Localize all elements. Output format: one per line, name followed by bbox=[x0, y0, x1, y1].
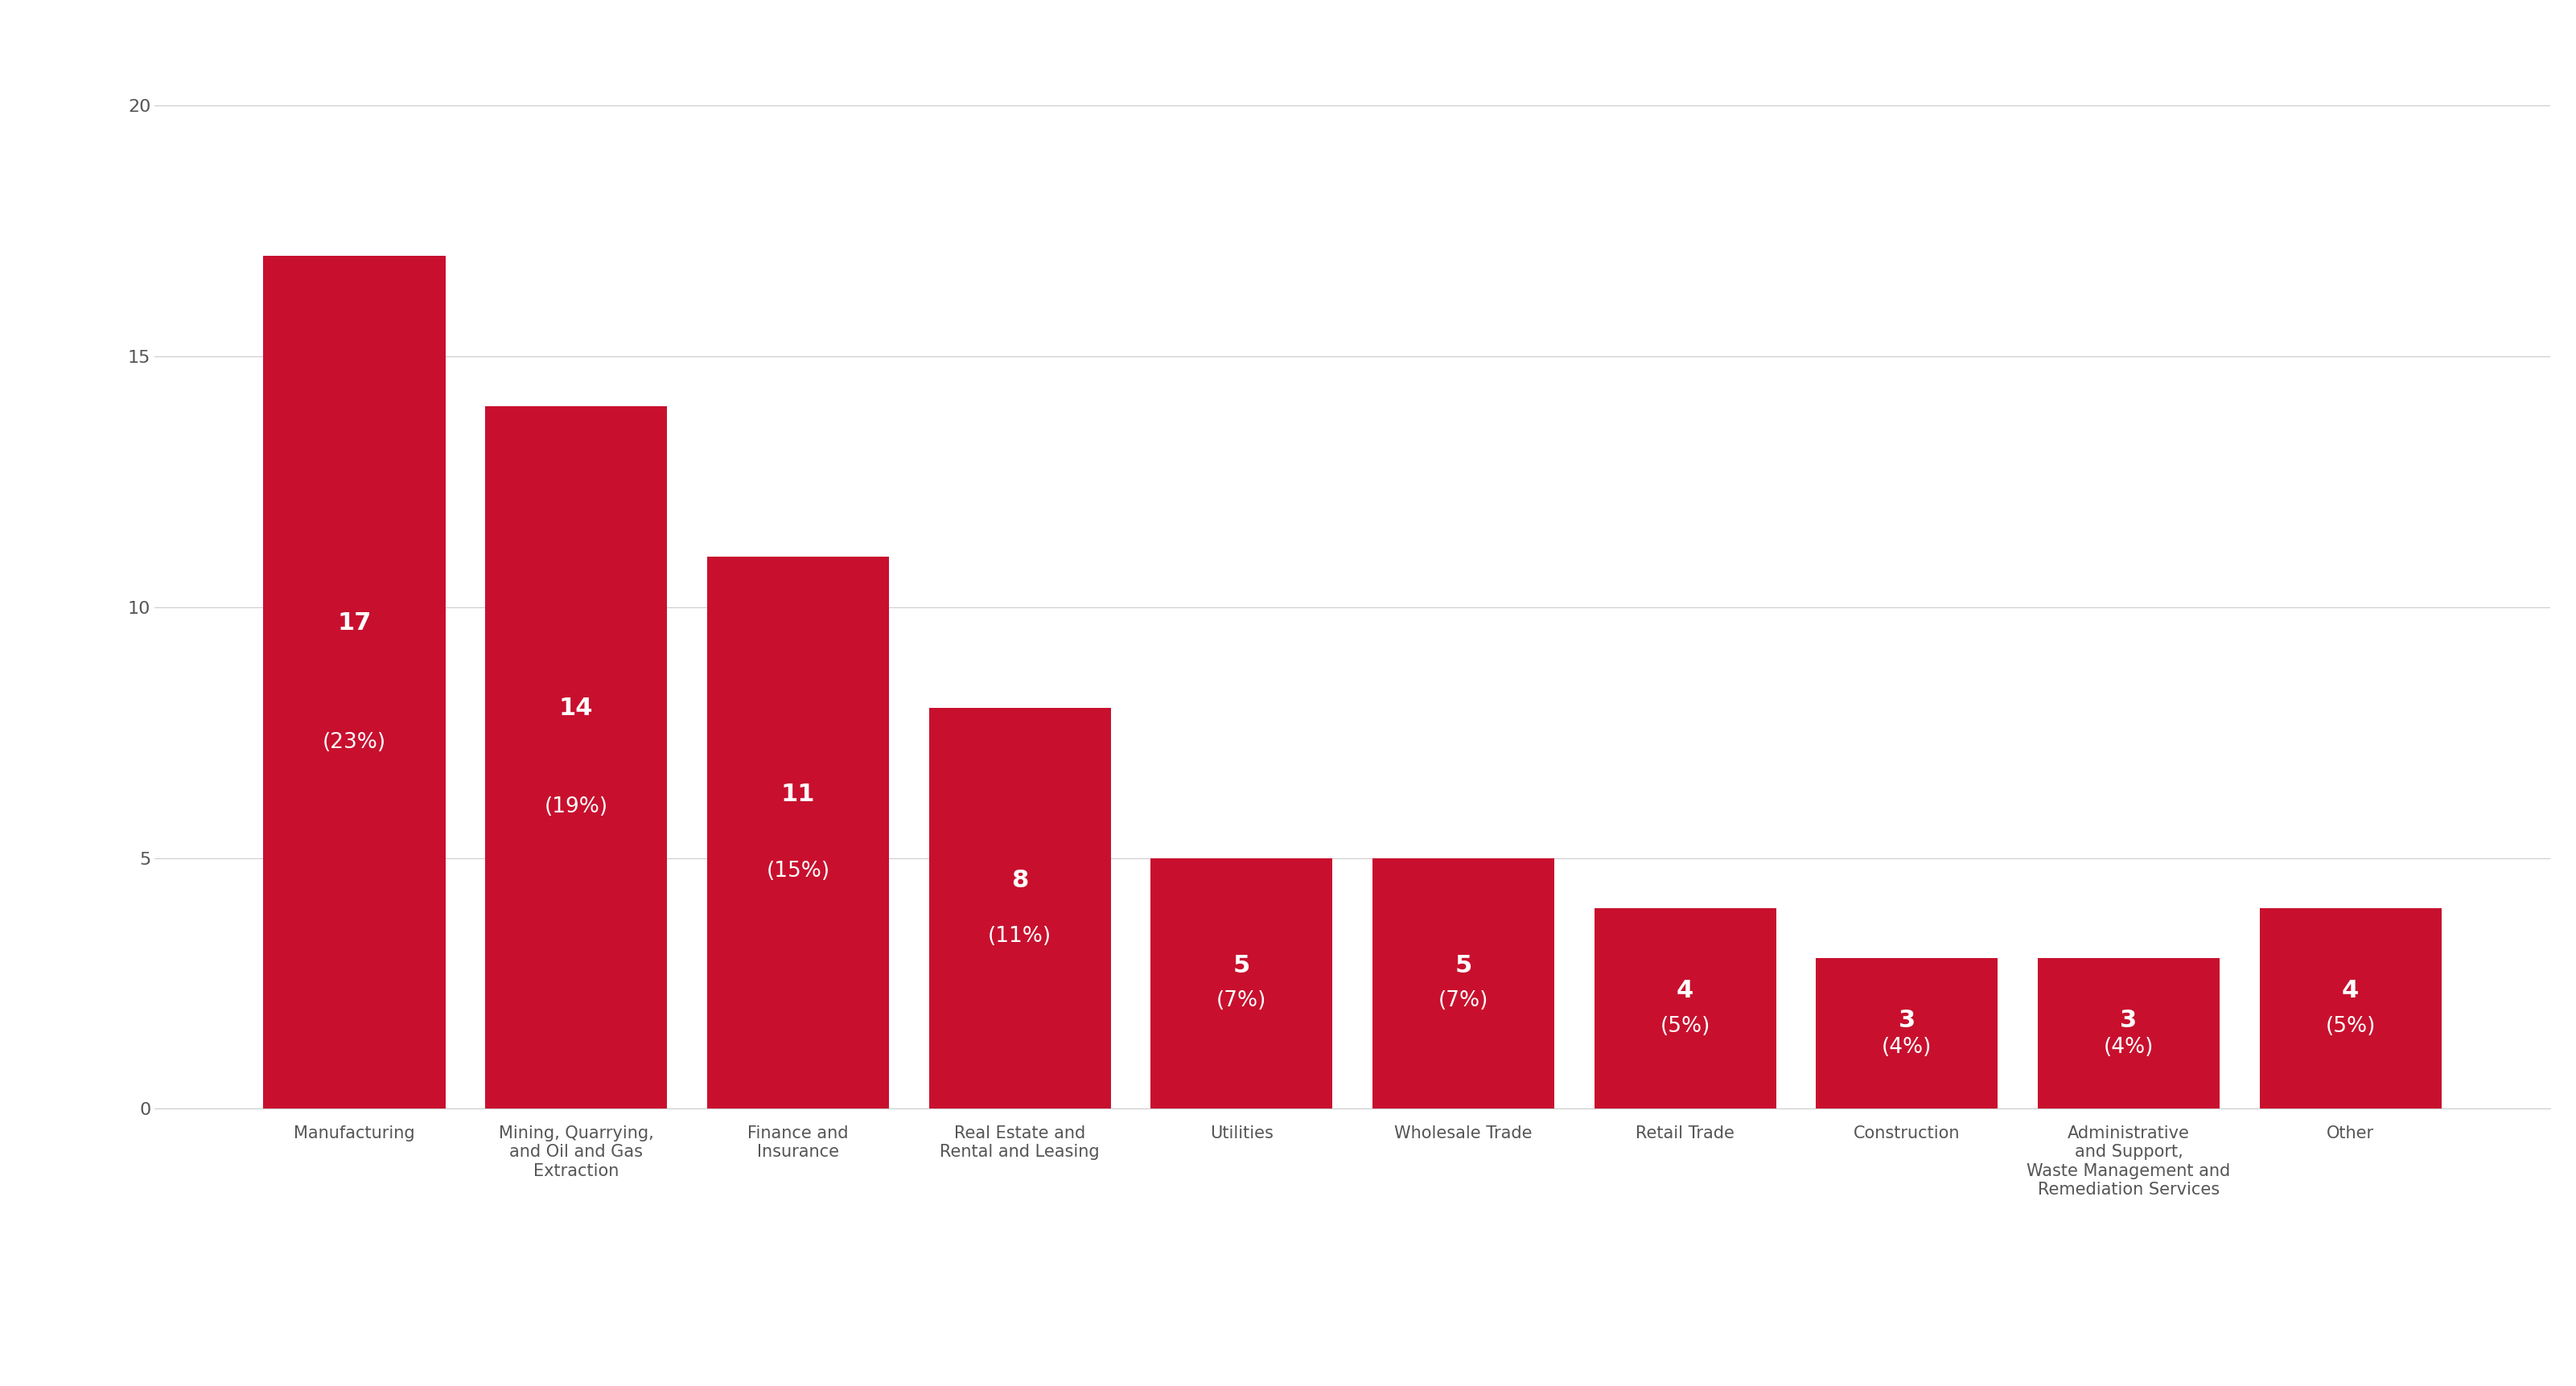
Text: 5: 5 bbox=[1455, 954, 1471, 977]
Bar bbox=[706, 557, 889, 1109]
Bar bbox=[930, 707, 1110, 1109]
Text: (7%): (7%) bbox=[1216, 991, 1267, 1012]
Bar bbox=[1151, 858, 1332, 1109]
Text: 3: 3 bbox=[2120, 1009, 2138, 1031]
Text: (4%): (4%) bbox=[2105, 1037, 2154, 1058]
Text: 11: 11 bbox=[781, 783, 814, 807]
Text: (23%): (23%) bbox=[322, 732, 386, 753]
Text: (19%): (19%) bbox=[544, 797, 608, 818]
Bar bbox=[2038, 958, 2221, 1109]
Text: (15%): (15%) bbox=[765, 861, 829, 881]
Text: 4: 4 bbox=[1677, 979, 1692, 1002]
Text: 5: 5 bbox=[1234, 954, 1249, 977]
Bar bbox=[1595, 908, 1775, 1109]
Bar bbox=[2259, 908, 2442, 1109]
Bar bbox=[484, 406, 667, 1109]
Text: (5%): (5%) bbox=[1659, 1016, 1710, 1037]
Bar bbox=[1373, 858, 1553, 1109]
Text: (5%): (5%) bbox=[2326, 1016, 2375, 1037]
Text: 8: 8 bbox=[1012, 869, 1028, 891]
Text: (11%): (11%) bbox=[989, 926, 1051, 947]
Bar bbox=[1816, 958, 1999, 1109]
Bar bbox=[263, 256, 446, 1109]
Text: 4: 4 bbox=[2342, 979, 2360, 1002]
Text: 3: 3 bbox=[1899, 1009, 1917, 1031]
Text: 14: 14 bbox=[559, 697, 592, 721]
Text: (4%): (4%) bbox=[1880, 1037, 1932, 1058]
Text: 17: 17 bbox=[337, 611, 371, 635]
Text: (7%): (7%) bbox=[1437, 991, 1489, 1012]
